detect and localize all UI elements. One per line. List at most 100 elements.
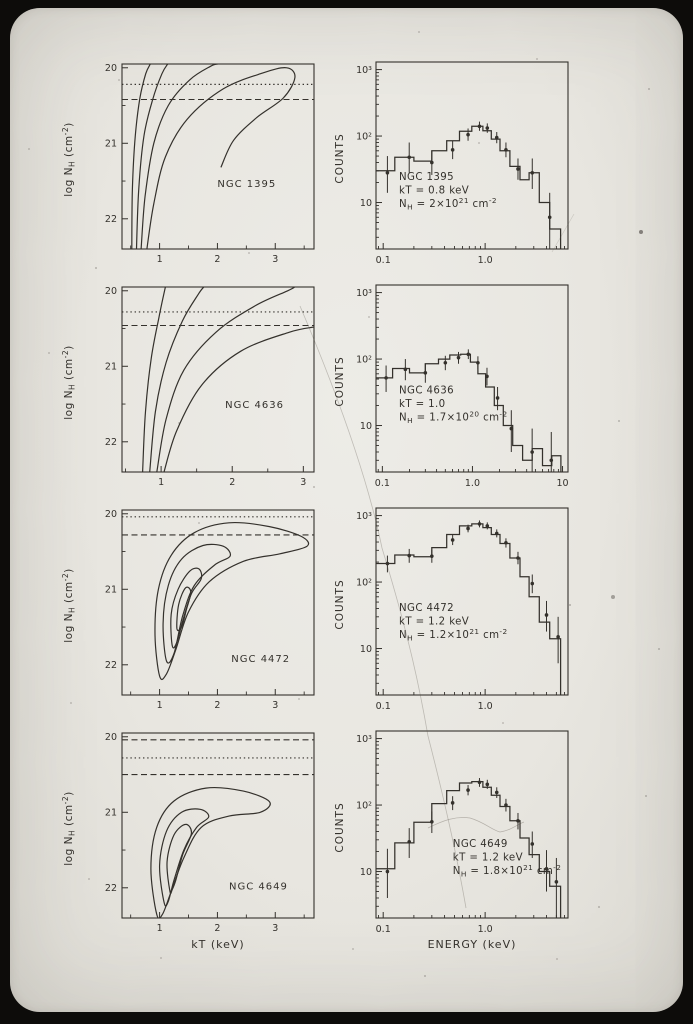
data-point: [430, 819, 434, 824]
galaxy-label: NGC 4649: [229, 881, 288, 892]
data-point: [494, 790, 499, 795]
y-tick-label: 10³: [356, 65, 372, 76]
data-point: [423, 371, 428, 375]
y-tick-label: 21: [105, 808, 117, 819]
x-tick-label: 1: [157, 254, 163, 265]
data-point: [544, 866, 549, 871]
data-point: [556, 635, 560, 639]
annotation-line: kT = 0.8 keV: [399, 185, 469, 196]
y-tick-label: 22: [105, 437, 117, 448]
x-tick-label: 3: [272, 254, 278, 265]
y-tick-label: 21: [105, 139, 117, 150]
galaxy-label: NGC 1395: [217, 179, 276, 190]
x-axis-label: kT (keV): [191, 938, 244, 951]
data-point: [385, 869, 390, 874]
y-tick-label: 21: [105, 585, 117, 596]
contour-line: [163, 326, 314, 472]
x-tick-label: 3: [300, 477, 306, 488]
contour-line: [162, 543, 232, 664]
axes-frame: [121, 732, 315, 919]
y-tick-label: 10: [360, 198, 372, 209]
data-point: [450, 148, 455, 152]
x-tick-label: 3: [272, 923, 278, 934]
y-tick-label: 10³: [356, 734, 372, 745]
data-point: [384, 376, 388, 380]
data-point: [530, 171, 535, 175]
y-tick-label: 10²: [356, 577, 372, 588]
spectrum-plot-area: [376, 520, 562, 695]
contour-line: [158, 808, 210, 907]
x-tick-label: 1.0: [478, 924, 493, 935]
data-point: [450, 538, 455, 542]
x-tick-label: 3: [272, 700, 278, 711]
contour-plot-area: [122, 739, 314, 918]
data-point: [443, 360, 448, 365]
data-point: [466, 526, 470, 531]
axes-frame: [375, 284, 569, 473]
spectrum-plot-area: [376, 778, 562, 918]
data-point: [516, 556, 520, 560]
y-axis-label: log NH (cm-2): [61, 122, 77, 196]
y-tick-label: 21: [105, 362, 117, 373]
contour-line: [149, 287, 205, 472]
axes-frame: [375, 61, 569, 250]
data-point: [407, 840, 412, 844]
data-point: [504, 148, 508, 152]
spectrum-plot-area: [376, 121, 562, 249]
contour-line: [166, 823, 193, 895]
data-point: [430, 160, 434, 165]
data-point: [549, 458, 554, 463]
annotation-line: kT = 1.2 keV: [453, 852, 523, 863]
data-point: [544, 613, 549, 617]
x-tick-label: 0.1: [376, 924, 391, 935]
y-axis-label: log NH (cm-2): [61, 791, 77, 865]
y-tick-label: 22: [105, 883, 117, 894]
annotation-line: kT = 1.0: [399, 399, 446, 410]
data-point: [530, 581, 535, 586]
x-tick-label: 2: [214, 923, 220, 934]
annotation-line: NGC 4649: [453, 839, 508, 850]
data-point: [495, 396, 500, 400]
data-point: [509, 426, 514, 431]
x-tick-label: 1: [157, 923, 163, 934]
y-tick-label: 10²: [356, 800, 372, 811]
data-point: [407, 553, 412, 558]
annotation-line: NH = 1.8×1021 cm-2: [453, 863, 561, 879]
y-tick-label: 10: [360, 867, 372, 878]
y-tick-label: 10: [360, 644, 372, 655]
annotation-line: NH = 1.7×1020 cm-2: [399, 409, 507, 425]
annotation-line: NH = 2×1021 cm-2: [399, 196, 497, 212]
y-tick-label: 10²: [356, 354, 372, 365]
annotation-line: NGC 1395: [399, 172, 454, 183]
data-point: [476, 360, 480, 365]
y-tick-label: 22: [105, 214, 117, 225]
data-point: [430, 554, 434, 558]
axes-frame: [375, 507, 569, 696]
y-tick-label: 20: [105, 732, 117, 743]
data-point: [485, 126, 490, 130]
data-point: [554, 880, 559, 884]
x-tick-label: 1.0: [478, 255, 493, 266]
data-point: [477, 780, 482, 785]
data-point: [466, 788, 470, 792]
y-tick-label: 20: [105, 509, 117, 520]
data-point: [477, 124, 482, 129]
contour-panel-ngc-4472: 20 21 22 1 2 3 log NH (cm-2) NGC 4472: [61, 509, 315, 711]
y-axis-label: COUNTS: [334, 579, 346, 629]
x-tick-label: 0.1: [376, 255, 391, 266]
data-point: [466, 352, 471, 357]
x-axis-label: ENERGY (keV): [428, 938, 517, 951]
contour-line: [131, 64, 151, 249]
data-point: [530, 842, 535, 846]
spectrum-plot-area: [376, 349, 562, 472]
contour-plot-area: [122, 287, 314, 472]
x-tick-label: 0.1: [375, 478, 390, 489]
spectrum-panel-ngc-4636: 10³ 10² 10 0.1 1.0 10 NGC 4636 kT = 1.0NH = 1.7…: [334, 284, 569, 489]
galaxy-label: NGC 4636: [225, 400, 284, 411]
data-point: [385, 171, 390, 175]
contour-line: [176, 586, 192, 632]
